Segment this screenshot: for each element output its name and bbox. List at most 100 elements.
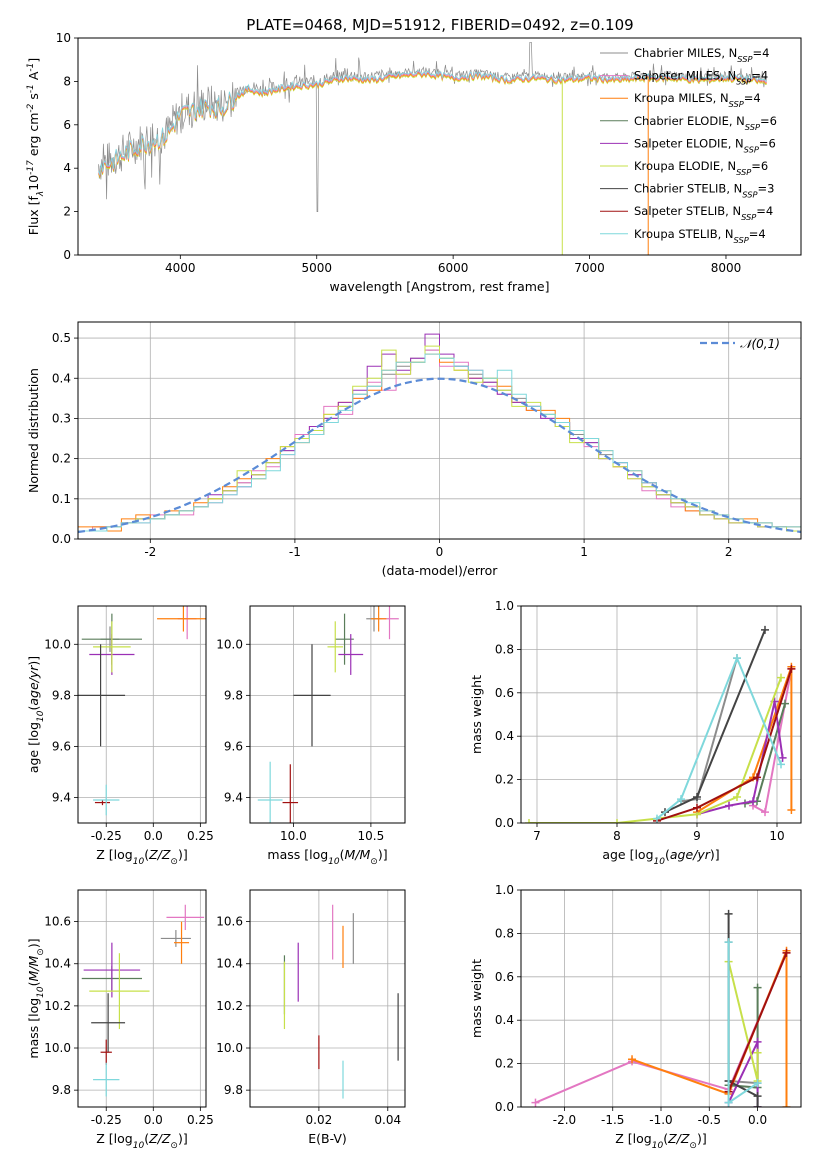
y-tick-label: 0.0 <box>52 532 71 546</box>
weight-marker <box>525 819 533 823</box>
y-tick-label: 10.0 <box>44 1041 71 1055</box>
y-tick-label: 10.0 <box>44 637 71 651</box>
label-fragment: E(B-V) <box>308 1131 347 1146</box>
weight-marker <box>753 1037 762 1046</box>
label-fragment: s <box>26 93 41 104</box>
label-fragment: Z [log <box>615 1131 651 1146</box>
y-axis-label: Flux [fλ10-17 erg cm-2 s-1 A-1] <box>26 58 46 236</box>
y-axis-label: mass weight <box>469 675 484 754</box>
y-tick-label: 0.8 <box>495 642 514 656</box>
label-fragment: =4 <box>752 46 769 60</box>
axes-frame <box>249 605 406 824</box>
y-tick-label: 0 <box>63 248 71 262</box>
y-tick-label: 10.0 <box>216 1041 243 1055</box>
weight-line-salpeter-stelib <box>656 668 793 822</box>
weight-marker <box>677 795 685 804</box>
x-tick-label: -1.5 <box>601 1113 624 1127</box>
weight-marker <box>761 625 769 634</box>
label-fragment: )] <box>378 847 388 862</box>
label-fragment: SSP <box>742 190 757 200</box>
plot-area <box>98 41 768 255</box>
plot-area <box>257 606 399 823</box>
y-tick-label: 0.4 <box>495 729 514 743</box>
label-fragment: 10 <box>36 710 46 722</box>
weight-marker <box>725 801 733 810</box>
x-tick-label: 9 <box>693 829 701 843</box>
x-tick-label: -2.0 <box>553 1113 576 1127</box>
label-fragment: age/yr <box>670 847 711 862</box>
weight-line-salpeter-elodie <box>727 1041 759 1107</box>
weight-marker <box>778 753 787 762</box>
x-tick-label: 8000 <box>711 261 742 275</box>
y-tick-label: 1.0 <box>495 599 514 613</box>
label-fragment: mass [log <box>26 998 41 1059</box>
panel-mass_vs_Z: -0.25 0.0 0.259.810.010.210.410.6Z [log10(… <box>26 889 214 1151</box>
y-axis-label: Normed distribution <box>26 368 41 493</box>
x-tick-label: 0.0 <box>748 1113 767 1127</box>
y-tick-label: 9.6 <box>52 739 71 753</box>
legend-label: Chabrier MILES, NSSP=4 <box>634 46 769 64</box>
y-tick-label: 10.4 <box>44 957 71 971</box>
legend-label: Chabrier STELIB, NSSP=3 <box>634 182 774 200</box>
x-tick-label: 5000 <box>301 261 332 275</box>
x-tick-label: -2 <box>144 545 156 559</box>
label-fragment: age [log <box>602 847 653 862</box>
plot-area <box>283 904 399 1099</box>
label-fragment: Kroupa MILES, N <box>634 91 729 105</box>
label-fragment: mass weight <box>469 959 484 1038</box>
label-fragment: Kroupa STELIB, N <box>634 227 734 241</box>
label-fragment: )] <box>178 847 188 862</box>
y-axis-label: mass [log10(M/M⊙)] <box>26 938 46 1058</box>
x-tick-label: 0.0 <box>144 829 163 843</box>
weight-marker <box>753 1048 762 1057</box>
weight-line-salpeter-stelib <box>727 952 788 1093</box>
weight-marker <box>733 792 741 801</box>
label-fragment: )] <box>26 656 41 666</box>
label-fragment: SSP <box>745 122 760 132</box>
normal-curve <box>78 377 801 534</box>
y-tick-label: 9.8 <box>224 688 243 702</box>
y-tick-label: 10.6 <box>44 915 71 929</box>
y-tick-label: 10.0 <box>216 637 243 651</box>
weight-marker <box>724 909 733 918</box>
label-fragment: SSP <box>737 54 752 64</box>
panel-mass_weight_vs_Z: -2.0 -1.5 -1.0 -0.5 0.0 0.0 0.2 0.4 0.6 0.8 1.0 Z [… <box>469 883 802 1151</box>
label-fragment: SSP <box>736 167 751 177</box>
label-fragment: ⊙ <box>170 857 178 867</box>
label-fragment: 10 <box>133 857 145 867</box>
weight-line-kroupa-stelib <box>656 655 782 820</box>
label-fragment: ( <box>663 1131 668 1146</box>
label-fragment: age/yr <box>26 665 41 706</box>
legend-label: Salpeter ELODIE, NSSP=6 <box>634 136 776 154</box>
y-tick-label: 1.0 <box>495 883 514 897</box>
y-tick-label: 9.4 <box>224 790 243 804</box>
label-fragment: ( <box>144 1131 149 1146</box>
x-axis-label: (data-model)/error <box>382 563 499 578</box>
label-fragment: =6 <box>760 114 777 128</box>
label-fragment: ( <box>340 847 345 862</box>
x-tick-label: 10 <box>769 829 784 843</box>
weight-marker <box>693 803 701 812</box>
weight-marker <box>749 797 757 806</box>
label-fragment: =4 <box>749 227 766 241</box>
y-tick-label: 6 <box>63 118 71 132</box>
label-fragment: )] <box>697 1131 707 1146</box>
x-tick-label: 4000 <box>165 261 196 275</box>
panel-residuals: -2 -1 0 1 2 0.0 0.1 0.2 0.3 0.4 0.5 (data-model)/er… <box>26 321 802 578</box>
weight-marker <box>753 773 761 782</box>
y-tick-label: 4 <box>63 161 71 175</box>
x-tick-label: 1 <box>580 545 588 559</box>
x-tick-label: 10.0 <box>280 829 307 843</box>
label-fragment: )] <box>710 847 720 862</box>
y-tick-label: 0.4 <box>495 1013 514 1027</box>
label-fragment: Kroupa ELODIE, N <box>634 159 736 173</box>
x-tick-label: -1 <box>289 545 301 559</box>
label-fragment: 10 <box>26 175 41 191</box>
x-axis-label: Z [log10(Z/Z⊙)] <box>96 847 187 867</box>
label-fragment: )] <box>26 938 41 948</box>
x-tick-label: 0.04 <box>374 1113 401 1127</box>
label-fragment: ⊙ <box>370 857 378 867</box>
x-tick-label: 0.0 <box>144 1113 163 1127</box>
label-fragment: Salpeter MILES, N <box>634 69 736 83</box>
